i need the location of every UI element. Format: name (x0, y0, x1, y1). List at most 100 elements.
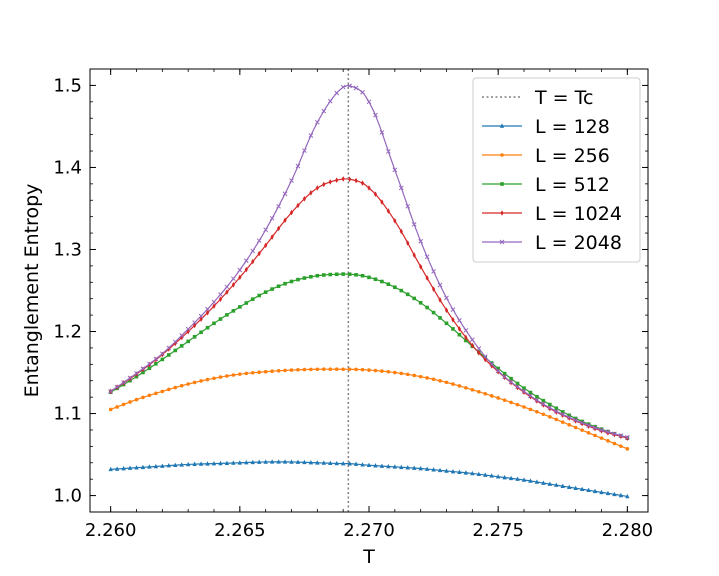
data-point (250, 459, 255, 465)
legend-label: T = Tc (534, 87, 593, 109)
data-point (341, 367, 345, 372)
data-point (477, 349, 481, 356)
data-point (464, 386, 468, 390)
data-point (618, 492, 624, 498)
legend-item: T = Tc (482, 87, 593, 109)
legend-item: L = 128 (482, 116, 610, 138)
data-point (231, 282, 235, 288)
data-point (186, 328, 190, 335)
data-point (328, 460, 333, 466)
data-point (218, 375, 223, 379)
series-5 (108, 83, 630, 440)
data-point (121, 380, 126, 385)
y-tick-label: 1.2 (53, 322, 82, 343)
data-point (502, 474, 507, 480)
data-point (302, 195, 307, 202)
data-point (599, 436, 604, 440)
data-point (231, 276, 236, 282)
data-point (386, 149, 391, 154)
data-point (302, 367, 307, 372)
data-point (605, 490, 611, 496)
data-point (205, 306, 210, 312)
data-point (528, 407, 533, 412)
data-point (154, 362, 158, 366)
data-point (392, 167, 398, 173)
data-point (354, 272, 358, 277)
data-point (606, 439, 610, 443)
data-point (418, 374, 423, 379)
data-point (347, 272, 352, 276)
data-point (483, 472, 488, 477)
data-point (444, 468, 449, 473)
data-point (185, 326, 191, 332)
data-point (340, 84, 346, 90)
data-point (205, 325, 210, 330)
data-point (599, 489, 604, 495)
data-point (535, 410, 539, 414)
data-point (450, 307, 456, 312)
data-point (199, 316, 203, 322)
data-point (386, 369, 391, 374)
data-point (495, 474, 501, 479)
data-point (515, 402, 520, 407)
data-point (114, 466, 120, 471)
data-point (476, 471, 481, 477)
data-point (367, 275, 371, 280)
data-point (108, 389, 114, 394)
data-point (127, 375, 133, 381)
data-point (496, 396, 500, 400)
data-point (321, 108, 327, 114)
data-point (328, 179, 332, 185)
data-point (521, 389, 527, 394)
data-point (367, 368, 371, 372)
data-point (425, 376, 429, 380)
data-point (166, 353, 171, 357)
data-point (360, 89, 365, 95)
data-point (360, 180, 365, 186)
data-point (211, 460, 217, 466)
legend-label: L = 128 (535, 116, 610, 138)
data-point (328, 272, 333, 277)
x-tick-label: 2.270 (343, 520, 395, 541)
data-point (418, 301, 423, 305)
data-point (528, 478, 533, 483)
data-point (444, 321, 449, 326)
data-point (502, 371, 507, 376)
data-point (238, 305, 242, 309)
data-point (469, 337, 475, 343)
data-point (586, 423, 591, 429)
data-point (128, 400, 132, 404)
data-point (205, 461, 210, 466)
data-point (502, 398, 507, 402)
data-point (579, 486, 585, 492)
y-tick-label: 1.1 (53, 404, 82, 425)
data-point (218, 296, 223, 303)
data-point (431, 269, 436, 274)
data-point (405, 292, 410, 297)
data-point (321, 367, 326, 371)
data-point (243, 258, 249, 264)
data-point (392, 464, 398, 469)
data-point (166, 387, 171, 392)
data-point (198, 461, 204, 466)
data-point (289, 209, 294, 216)
data-point (444, 380, 449, 385)
data-point (244, 266, 248, 273)
data-point (463, 470, 469, 475)
data-point (154, 391, 158, 396)
data-point (424, 466, 430, 471)
data-point (438, 378, 442, 383)
data-point (296, 202, 300, 209)
data-point (173, 385, 178, 390)
data-point (483, 391, 488, 396)
data-point (166, 345, 172, 351)
data-point (457, 384, 462, 388)
y-tick-label: 1.3 (53, 239, 82, 260)
data-point (270, 369, 274, 374)
data-point (159, 351, 165, 357)
data-point (554, 482, 559, 487)
data-point (393, 370, 397, 375)
data-point (548, 415, 552, 419)
data-point (147, 393, 152, 398)
data-point (535, 394, 539, 399)
